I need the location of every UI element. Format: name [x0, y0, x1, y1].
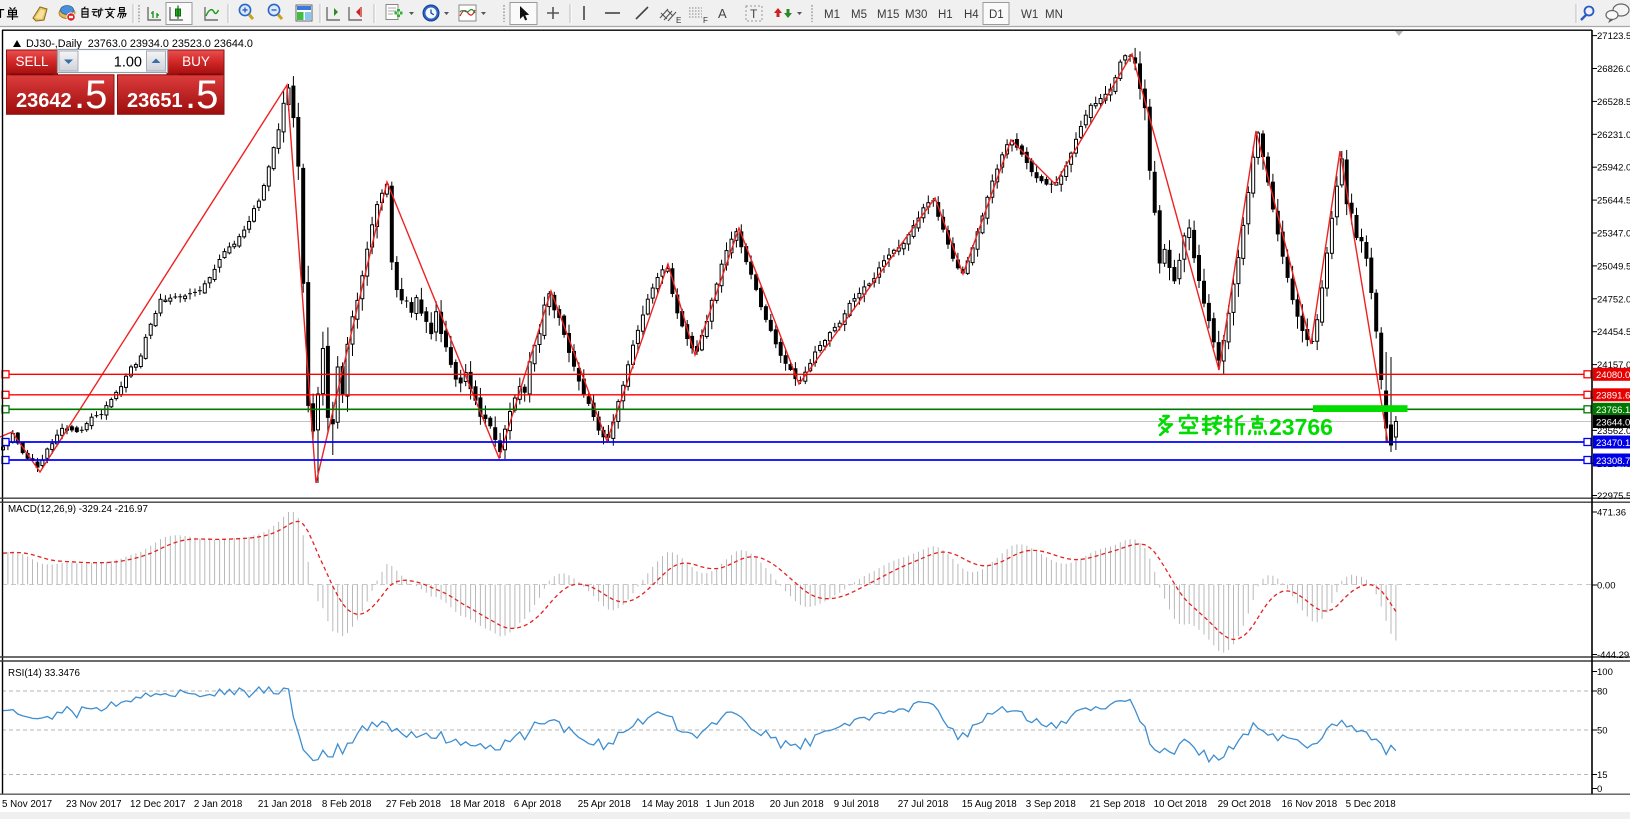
svg-text:5 Nov 2017: 5 Nov 2017 — [2, 799, 52, 810]
svg-text:F: F — [703, 16, 708, 25]
svg-text:23891.6: 23891.6 — [1596, 391, 1630, 402]
svg-text:M5: M5 — [851, 9, 867, 21]
svg-text:1 Jun 2018: 1 Jun 2018 — [706, 799, 755, 810]
svg-text:8 Feb 2018: 8 Feb 2018 — [322, 799, 372, 810]
svg-text:23644.0: 23644.0 — [1596, 417, 1630, 428]
svg-text:50: 50 — [1597, 726, 1608, 737]
svg-text:T: T — [750, 7, 758, 21]
svg-text:23308.7: 23308.7 — [1596, 456, 1630, 467]
svg-text:24157.0: 24157.0 — [1597, 360, 1630, 371]
svg-text:25644.5: 25644.5 — [1597, 196, 1630, 207]
svg-text:471.36: 471.36 — [1597, 508, 1626, 519]
svg-text:25 Apr 2018: 25 Apr 2018 — [578, 799, 631, 810]
svg-text:16 Nov 2018: 16 Nov 2018 — [1282, 799, 1338, 810]
svg-text:24080.0: 24080.0 — [1596, 370, 1630, 381]
svg-text:E: E — [676, 16, 681, 25]
svg-text:27 Feb 2018: 27 Feb 2018 — [386, 799, 442, 810]
svg-text:12 Dec 2017: 12 Dec 2017 — [130, 799, 186, 810]
svg-text:MACD(12,26,9) -329.24 -216.97: MACD(12,26,9) -329.24 -216.97 — [8, 504, 148, 515]
svg-text:.5: .5 — [185, 73, 218, 117]
svg-text:RSI(14) 33.3476: RSI(14) 33.3476 — [8, 668, 80, 679]
svg-text:2 Jan 2018: 2 Jan 2018 — [194, 799, 243, 810]
svg-text:26528.5: 26528.5 — [1597, 97, 1630, 108]
svg-text:25049.5: 25049.5 — [1597, 261, 1630, 272]
svg-text:M30: M30 — [905, 9, 927, 21]
svg-text:23766: 23766 — [1269, 414, 1333, 440]
svg-text:23 Nov 2017: 23 Nov 2017 — [66, 799, 122, 810]
svg-text:-444.29: -444.29 — [1597, 650, 1629, 661]
svg-text:25347.0: 25347.0 — [1597, 229, 1630, 240]
svg-text:23470.1: 23470.1 — [1596, 438, 1630, 449]
svg-text:27123.5: 27123.5 — [1597, 31, 1630, 42]
svg-text:29 Oct 2018: 29 Oct 2018 — [1218, 799, 1272, 810]
svg-text:24454.5: 24454.5 — [1597, 327, 1630, 338]
svg-text:26826.0: 26826.0 — [1597, 64, 1630, 75]
svg-text:15 Aug 2018: 15 Aug 2018 — [962, 799, 1018, 810]
svg-text:A: A — [718, 6, 727, 21]
svg-text:22975.5: 22975.5 — [1597, 491, 1630, 502]
svg-text:M15: M15 — [877, 9, 899, 21]
svg-text:BUY: BUY — [182, 54, 210, 69]
svg-text:10 Oct 2018: 10 Oct 2018 — [1154, 799, 1208, 810]
svg-text:D1: D1 — [989, 9, 1004, 21]
svg-text:25942.0: 25942.0 — [1597, 163, 1630, 174]
svg-text:26231.0: 26231.0 — [1597, 130, 1630, 141]
svg-text:5 Dec 2018: 5 Dec 2018 — [1346, 799, 1397, 810]
svg-text:15: 15 — [1597, 770, 1608, 781]
svg-text:M1: M1 — [824, 9, 840, 21]
svg-text:24752.0: 24752.0 — [1597, 294, 1630, 305]
svg-text:21 Jan 2018: 21 Jan 2018 — [258, 799, 312, 810]
svg-text:H1: H1 — [938, 9, 953, 21]
svg-text:DJ30-,Daily 23763.0 23934.0 2: DJ30-,Daily 23763.0 23934.0 23523.0 2364… — [26, 38, 253, 50]
svg-text:0: 0 — [1597, 784, 1602, 795]
svg-text:23766.1: 23766.1 — [1596, 405, 1630, 416]
svg-text:21 Sep 2018: 21 Sep 2018 — [1090, 799, 1146, 810]
svg-text:6 Apr 2018: 6 Apr 2018 — [514, 799, 562, 810]
svg-text:80: 80 — [1597, 687, 1608, 698]
svg-text:SELL: SELL — [15, 54, 49, 69]
svg-text:0.00: 0.00 — [1597, 581, 1616, 592]
svg-text:23651: 23651 — [127, 90, 183, 112]
svg-text:18 Mar 2018: 18 Mar 2018 — [450, 799, 506, 810]
svg-text:.5: .5 — [74, 73, 107, 117]
svg-text:23642: 23642 — [16, 90, 72, 112]
svg-text:20 Jun 2018: 20 Jun 2018 — [770, 799, 824, 810]
svg-text:MN: MN — [1045, 9, 1063, 21]
svg-text:27 Jul 2018: 27 Jul 2018 — [898, 799, 949, 810]
svg-text:1.00: 1.00 — [114, 55, 142, 71]
svg-text:W1: W1 — [1021, 9, 1038, 21]
svg-text:14 May 2018: 14 May 2018 — [642, 799, 699, 810]
svg-text:H4: H4 — [964, 9, 979, 21]
svg-text:100: 100 — [1597, 667, 1613, 678]
svg-text:23562.0: 23562.0 — [1597, 426, 1630, 437]
svg-text:9 Jul 2018: 9 Jul 2018 — [834, 799, 880, 810]
svg-text:3 Sep 2018: 3 Sep 2018 — [1026, 799, 1077, 810]
